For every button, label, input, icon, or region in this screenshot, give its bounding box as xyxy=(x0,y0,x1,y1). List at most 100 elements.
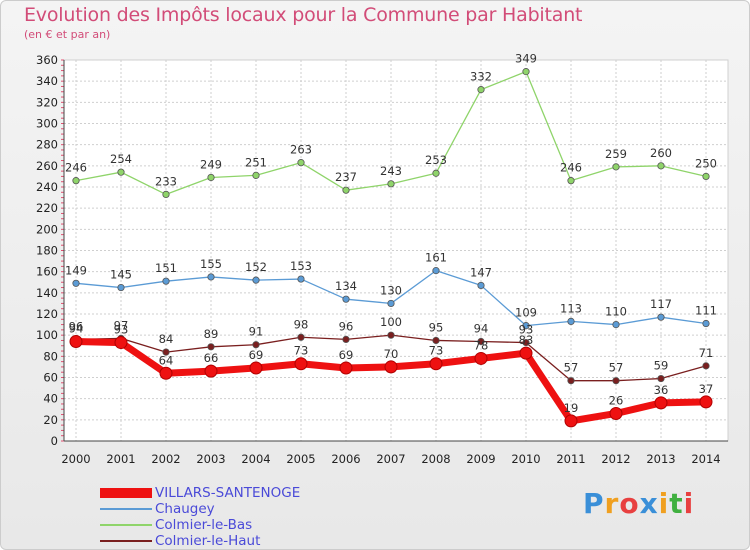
data-label: 57 xyxy=(609,361,624,375)
data-point xyxy=(252,341,260,349)
data-point xyxy=(252,171,260,179)
data-label: 84 xyxy=(159,332,174,346)
data-point xyxy=(657,374,665,383)
y-tick-label: 240 xyxy=(36,180,58,194)
x-tick-label: 2002 xyxy=(151,452,180,466)
x-tick-label: 2004 xyxy=(241,452,270,466)
logo-letter: o xyxy=(619,487,640,520)
data-point xyxy=(297,159,305,167)
data-point xyxy=(117,283,125,292)
logo-letter: t xyxy=(669,487,684,520)
data-label: 66 xyxy=(204,351,219,365)
data-point xyxy=(432,267,440,275)
y-tick-label: 320 xyxy=(36,95,58,109)
y-tick-label: 60 xyxy=(43,371,58,385)
data-point xyxy=(432,169,440,177)
data-label: 254 xyxy=(110,152,132,166)
data-point xyxy=(207,273,215,281)
data-label: 259 xyxy=(605,147,627,161)
data-point xyxy=(699,395,713,409)
y-tick-label: 80 xyxy=(43,349,58,363)
data-label: 253 xyxy=(425,153,447,167)
y-tick-label: 160 xyxy=(36,265,58,279)
data-label: 98 xyxy=(294,317,309,331)
data-point xyxy=(342,335,350,343)
data-point xyxy=(162,348,170,356)
data-label: 94 xyxy=(69,322,84,336)
x-tick-label: 2001 xyxy=(106,452,135,466)
data-label: 97 xyxy=(114,318,129,332)
data-label: 73 xyxy=(429,344,444,358)
data-label: 69 xyxy=(249,348,264,362)
data-label: 251 xyxy=(245,155,267,169)
data-point xyxy=(609,406,623,420)
data-point xyxy=(387,299,395,308)
x-tick-label: 2006 xyxy=(331,452,360,466)
data-label: 260 xyxy=(650,146,672,160)
data-label: 349 xyxy=(515,52,537,66)
data-point xyxy=(387,180,395,188)
data-point xyxy=(477,337,485,346)
y-tick-label: 100 xyxy=(36,328,58,342)
data-point xyxy=(474,351,488,365)
data-point xyxy=(657,313,665,321)
data-label: 93 xyxy=(114,323,129,337)
data-label: 59 xyxy=(654,359,669,373)
chart-subtitle: (en € et par an) xyxy=(24,28,111,41)
data-label: 89 xyxy=(204,327,219,341)
data-point xyxy=(387,331,395,339)
logo-letter: i xyxy=(658,487,670,520)
data-point xyxy=(72,177,80,185)
data-label: 69 xyxy=(339,348,354,362)
legend-label: Colmier-le-Bas xyxy=(155,517,253,533)
data-label: 96 xyxy=(69,319,84,333)
data-point xyxy=(567,177,575,185)
legend-label: VILLARS-SANTENOGE xyxy=(155,485,301,501)
data-label: 145 xyxy=(110,268,132,282)
data-label: 78 xyxy=(474,338,489,352)
data-label: 26 xyxy=(609,393,624,407)
data-label: 250 xyxy=(695,156,717,170)
data-point xyxy=(207,343,215,351)
x-tick-label: 2011 xyxy=(556,452,585,466)
data-point xyxy=(252,276,260,284)
chart-title: Evolution des Impôts locaux pour la Comm… xyxy=(24,4,583,26)
data-label: 161 xyxy=(425,251,447,265)
data-label: 249 xyxy=(200,157,222,171)
data-label: 117 xyxy=(650,297,672,311)
data-label: 111 xyxy=(695,304,717,318)
data-label: 153 xyxy=(290,259,312,273)
data-label: 100 xyxy=(380,315,402,329)
data-point xyxy=(567,377,575,385)
proxiti-logo: Proxiti xyxy=(583,487,694,520)
y-tick-label: 20 xyxy=(43,413,58,427)
data-point xyxy=(654,396,668,410)
data-point xyxy=(162,190,170,199)
y-tick-label: 200 xyxy=(36,222,58,236)
data-point xyxy=(429,357,443,371)
x-tick-label: 2000 xyxy=(61,452,90,466)
logo-letter: x xyxy=(639,487,659,520)
data-point xyxy=(159,366,173,380)
y-tick-label: 300 xyxy=(36,117,58,131)
logo-letter: r xyxy=(604,487,620,520)
y-tick-label: 260 xyxy=(36,159,58,173)
data-point xyxy=(567,317,575,326)
data-label: 94 xyxy=(474,322,489,336)
data-label: 243 xyxy=(380,164,402,178)
data-point xyxy=(522,68,530,76)
data-label: 155 xyxy=(200,257,222,271)
logo-letter: i xyxy=(683,487,695,520)
data-point xyxy=(612,320,620,329)
y-tick-label: 340 xyxy=(36,74,58,88)
data-label: 151 xyxy=(155,261,177,275)
data-point xyxy=(477,281,485,290)
data-label: 19 xyxy=(564,401,579,415)
data-label: 37 xyxy=(699,382,714,396)
data-point xyxy=(702,362,710,370)
data-label: 263 xyxy=(290,143,312,157)
y-tick-label: 220 xyxy=(36,201,58,215)
legend-swatch xyxy=(100,524,152,526)
legend-label: Chaugey xyxy=(155,501,215,517)
data-point xyxy=(117,168,125,176)
